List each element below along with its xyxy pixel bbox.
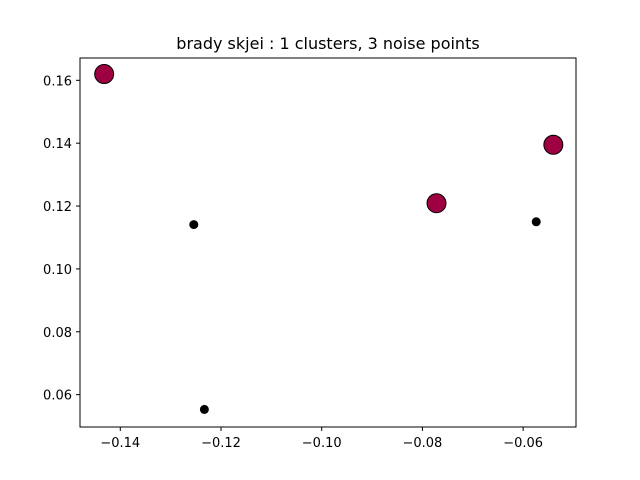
y-tick-label: 0.14 (43, 137, 72, 152)
x-tick-label: −0.12 (201, 436, 241, 451)
x-tick-label: −0.06 (503, 436, 543, 451)
x-tick-label: −0.14 (100, 436, 140, 451)
y-axis: 0.06 0.08 0.10 0.12 0.14 0.16 (43, 74, 80, 404)
y-tick-label: 0.10 (43, 263, 72, 278)
y-tick-label: 0.06 (43, 389, 72, 404)
y-tick-label: 0.12 (43, 200, 72, 215)
cluster-point (94, 64, 115, 85)
chart-title: brady skjei : 1 clusters, 3 noise points (176, 34, 479, 53)
x-tick-label: −0.10 (302, 436, 342, 451)
cluster-point (543, 134, 564, 155)
y-tick-label: 0.08 (43, 326, 72, 341)
noise-point (199, 404, 209, 414)
y-tick-label: 0.16 (43, 74, 72, 89)
noise-point (531, 217, 541, 227)
x-tick-label: −0.08 (402, 436, 442, 451)
plot-area-frame (79, 57, 577, 428)
cluster-point (426, 193, 447, 214)
x-axis: −0.14 −0.12 −0.10 −0.08 −0.06 (100, 427, 543, 451)
points-layer (94, 64, 564, 414)
noise-point (189, 220, 199, 230)
